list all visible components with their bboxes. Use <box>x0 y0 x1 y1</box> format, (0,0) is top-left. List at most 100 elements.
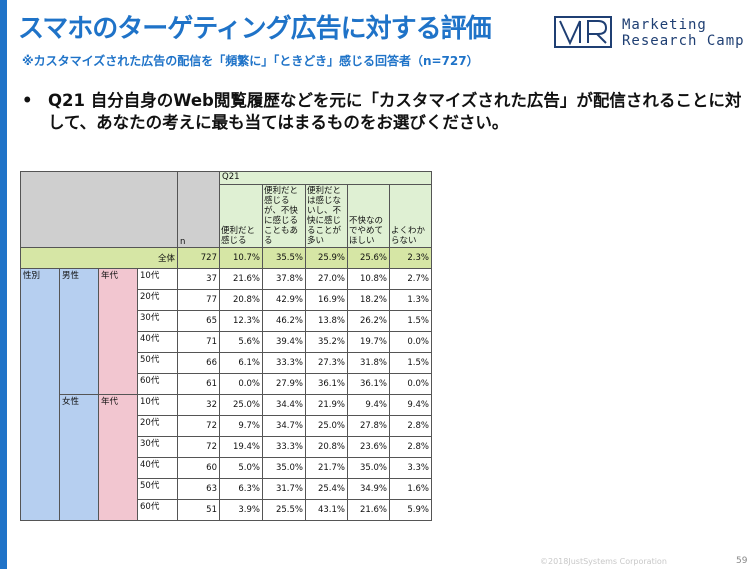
results-table: n Q21 便利だと感じる 便利だと感じるが、不快に感じることもある 便利だとは… <box>20 171 432 521</box>
percent-value: 35.0% <box>347 457 390 479</box>
total-label: 全体 <box>20 247 178 269</box>
percent-value: 25.0% <box>219 394 263 416</box>
answer-header-5: よくわからない <box>389 184 432 248</box>
percent-value: 21.9% <box>305 394 348 416</box>
age-group-label: 年代 <box>98 268 138 395</box>
age-label: 40代 <box>137 457 178 479</box>
page-subtitle: ※カスタマイズされた広告の配信を「頻繁に」「ときどき」感じる回答者（n=727） <box>22 54 479 68</box>
percent-value: 3.3% <box>389 457 432 479</box>
bullet-icon: • <box>22 91 33 110</box>
percent-value: 43.1% <box>305 499 348 521</box>
percent-value: 2.8% <box>389 436 432 458</box>
page-title: スマホのターゲティング広告に対する評価 <box>18 14 492 44</box>
gender-label: 男性 <box>59 268 99 395</box>
percent-value: 5.6% <box>219 331 263 353</box>
percent-value: 2.7% <box>389 268 432 290</box>
percent-value: 18.2% <box>347 289 390 311</box>
percent-value: 23.6% <box>347 436 390 458</box>
n-header: n <box>177 171 220 248</box>
n-value: 51 <box>177 499 220 521</box>
table-row: 20代 72 9.7% 34.7% 25.0% 27.8% 2.8% <box>21 415 432 437</box>
brand-line-1: Marketing <box>622 17 707 33</box>
percent-value: 0.0% <box>389 331 432 353</box>
age-group-label: 年代 <box>98 394 138 521</box>
percent-value: 21.6% <box>347 499 390 521</box>
brand-name: Marketing Research Camp <box>622 17 745 49</box>
percent-value: 5.0% <box>219 457 263 479</box>
percent-value: 0.0% <box>389 373 432 395</box>
percent-value: 34.7% <box>262 415 306 437</box>
age-label: 60代 <box>137 499 178 521</box>
age-label: 10代 <box>137 268 178 290</box>
percent-value: 36.1% <box>347 373 390 395</box>
percent-value: 34.4% <box>262 394 306 416</box>
n-value: 72 <box>177 415 220 437</box>
n-value: 37 <box>177 268 220 290</box>
table-row: 40代 60 5.0% 35.0% 21.7% 35.0% 3.3% <box>21 457 432 479</box>
n-value: 66 <box>177 352 220 374</box>
percent-value: 6.1% <box>219 352 263 374</box>
percent-value: 46.2% <box>262 310 306 332</box>
percent-value: 21.6% <box>219 268 263 290</box>
n-value: 32 <box>177 394 220 416</box>
total-value: 25.6% <box>347 247 390 269</box>
table-row: 女性 年代 10代 32 25.0% 34.4% 21.9% 9.4% 9.4% <box>21 394 432 521</box>
answer-header-2: 便利だと感じるが、不快に感じることもある <box>262 184 306 248</box>
page-number: 59 <box>736 556 748 566</box>
percent-value: 12.3% <box>219 310 263 332</box>
percent-value: 35.0% <box>262 457 306 479</box>
age-label: 50代 <box>137 352 178 374</box>
question-text: Q21 自分自身のWeb閲覧履歴などを元に「カスタマイズされた広告」が配信される… <box>48 91 742 132</box>
percent-value: 26.2% <box>347 310 390 332</box>
table-row: 50代 66 6.1% 33.3% 27.3% 31.8% 1.5% <box>21 352 432 374</box>
percent-value: 35.2% <box>305 331 348 353</box>
percent-value: 27.8% <box>347 415 390 437</box>
percent-value: 20.8% <box>219 289 263 311</box>
percent-value: 42.9% <box>262 289 306 311</box>
age-label: 10代 <box>137 394 178 416</box>
copyright: ©2018JustSystems Corporation <box>540 557 667 566</box>
percent-value: 33.3% <box>262 352 306 374</box>
brand-line-2: Research Camp <box>622 33 745 49</box>
percent-value: 19.7% <box>347 331 390 353</box>
table-row: 40代 71 5.6% 39.4% 35.2% 19.7% 0.0% <box>21 331 432 353</box>
percent-value: 5.9% <box>389 499 432 521</box>
percent-value: 31.8% <box>347 352 390 374</box>
n-value: 60 <box>177 457 220 479</box>
age-label: 40代 <box>137 331 178 353</box>
gender-group-label: 性別 <box>20 268 60 521</box>
answer-header-3: 便利だとは感じないし、不快に感じることが多い <box>305 184 348 248</box>
percent-value: 25.5% <box>262 499 306 521</box>
n-value: 72 <box>177 436 220 458</box>
percent-value: 27.0% <box>305 268 348 290</box>
n-value: 65 <box>177 310 220 332</box>
age-label: 20代 <box>137 289 178 311</box>
total-value: 10.7% <box>219 247 263 269</box>
table-row: 性別 男性 年代 10代 37 21.6% 37.8% 27.0% 10.8% 2.7% <box>20 268 432 521</box>
mr-logo-icon <box>554 16 612 48</box>
total-row: 全体 727 10.7% 35.5% 25.9% 25.6% 2.3% <box>20 247 432 269</box>
question-block: • Q21 自分自身のWeb閲覧履歴などを元に「カスタマイズされた広告」が配信さ… <box>22 90 752 134</box>
n-value: 71 <box>177 331 220 353</box>
percent-value: 21.7% <box>305 457 348 479</box>
percent-value: 19.4% <box>219 436 263 458</box>
percent-value: 27.9% <box>262 373 306 395</box>
percent-value: 9.7% <box>219 415 263 437</box>
percent-value: 39.4% <box>262 331 306 353</box>
percent-value: 10.8% <box>347 268 390 290</box>
total-value: 2.3% <box>389 247 432 269</box>
left-accent-bar <box>0 0 7 569</box>
header-corner <box>20 171 178 248</box>
age-label: 30代 <box>137 310 178 332</box>
total-n: 727 <box>177 247 220 269</box>
q21-header: Q21 <box>219 171 432 185</box>
percent-value: 9.4% <box>347 394 390 416</box>
n-value: 63 <box>177 478 220 500</box>
total-value: 35.5% <box>262 247 306 269</box>
percent-value: 9.4% <box>389 394 432 416</box>
percent-value: 6.3% <box>219 478 263 500</box>
age-label: 20代 <box>137 415 178 437</box>
percent-value: 1.6% <box>389 478 432 500</box>
age-label: 60代 <box>137 373 178 395</box>
age-label: 50代 <box>137 478 178 500</box>
